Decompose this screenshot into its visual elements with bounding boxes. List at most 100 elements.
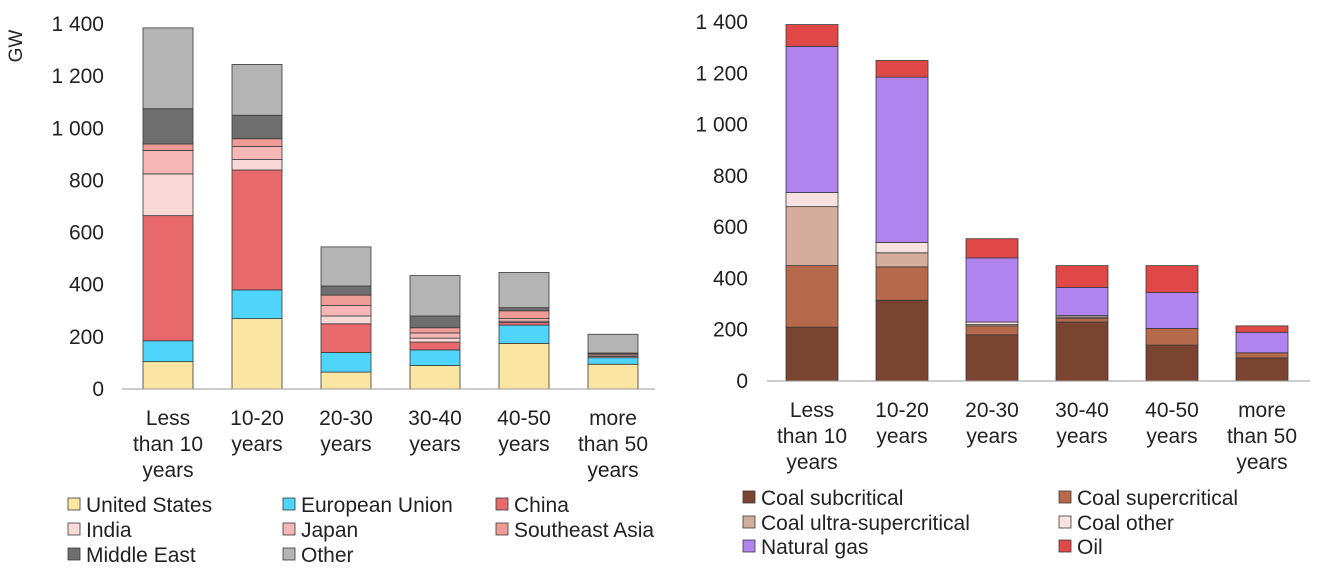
chart2-category-label: 40-50 bbox=[1145, 399, 1199, 422]
chart2-category-label: more bbox=[1238, 399, 1286, 422]
chart1-bar-segment bbox=[231, 64, 283, 116]
chart1-legend-swatch bbox=[67, 522, 81, 536]
chart2-category-label: years bbox=[1056, 425, 1107, 448]
chart2-bar-segment bbox=[875, 252, 929, 268]
chart2-bar-segment bbox=[1235, 331, 1289, 354]
chart1-bar-segment bbox=[142, 27, 194, 110]
chart1-legend-swatch bbox=[495, 497, 509, 511]
chart1-bar-segment bbox=[320, 323, 372, 353]
chart2-category-label: 20-30 bbox=[965, 399, 1019, 422]
chart1-bar-segment bbox=[231, 169, 283, 291]
chart2-bar-segment bbox=[1235, 325, 1289, 333]
chart1-category-label: 10-20 bbox=[230, 407, 284, 430]
chart2-bar-segment bbox=[965, 257, 1019, 323]
chart1-bar-segment bbox=[409, 315, 461, 329]
chart2-bar-segment bbox=[875, 242, 929, 254]
chart2-bar-segment bbox=[1145, 344, 1199, 382]
chart2-legend-swatch bbox=[742, 539, 756, 553]
chart2-y-tick-label: 0 bbox=[736, 370, 748, 393]
chart2-bar-segment bbox=[965, 238, 1019, 259]
chart1-legend-label: United States bbox=[86, 494, 212, 517]
chart1-bar-segment bbox=[142, 340, 194, 363]
chart1-y-tick-label: 1 000 bbox=[51, 117, 104, 140]
chart1-bar-segment bbox=[409, 349, 461, 366]
chart2-legend-label: Coal ultra-supercritical bbox=[761, 512, 970, 535]
chart2-bar-segment bbox=[1055, 265, 1109, 288]
chart1-category-label: years bbox=[409, 433, 460, 456]
chart2-bar-segment bbox=[1235, 352, 1289, 359]
chart2-legend-label: Oil bbox=[1077, 536, 1103, 559]
chart1-category-label: years bbox=[587, 459, 638, 482]
chart2-bar-segment bbox=[1235, 357, 1289, 382]
chart2-category-label: years bbox=[1146, 425, 1197, 448]
chart1-y-tick-label: 600 bbox=[69, 222, 104, 245]
chart1-bar-segment bbox=[320, 246, 372, 287]
chart2-bar-segment bbox=[965, 325, 1019, 336]
chart1-bar-segment bbox=[320, 285, 372, 296]
chart2-bar-segment bbox=[965, 334, 1019, 382]
chart2-y-tick-label: 800 bbox=[713, 165, 748, 188]
chart2-category-label: Less bbox=[790, 399, 834, 422]
chart1-bar-segment bbox=[320, 371, 372, 390]
chart2-legend-label: Coal subcritical bbox=[761, 487, 903, 510]
chart1-bar-segment bbox=[498, 272, 550, 309]
chart2-legend-swatch bbox=[1058, 515, 1072, 529]
chart1-legend-label: China bbox=[514, 494, 569, 517]
chart1-bar-segment bbox=[231, 114, 283, 140]
chart1-y-tick-label: 400 bbox=[69, 274, 104, 297]
chart2-bar-segment bbox=[1145, 265, 1199, 293]
chart2-bar-segment bbox=[1145, 292, 1199, 329]
chart1-bar-segment bbox=[142, 173, 194, 217]
chart2-category-label: 30-40 bbox=[1055, 399, 1109, 422]
chart1-bar-segment bbox=[231, 138, 283, 147]
chart2-category-label: years bbox=[966, 425, 1017, 448]
chart2-y-tick-label: 1 200 bbox=[695, 62, 748, 85]
chart1-y-tick-label: 800 bbox=[69, 169, 104, 192]
chart2-legend-swatch bbox=[742, 490, 756, 504]
chart2-bar-segment bbox=[785, 265, 839, 328]
chart2-legend-swatch bbox=[1058, 539, 1072, 553]
chart1-legend-swatch bbox=[495, 522, 509, 536]
chart1-bar-segment bbox=[320, 315, 372, 325]
chart2-legend-swatch bbox=[1058, 490, 1072, 504]
chart1-bar-segment bbox=[142, 108, 194, 145]
chart1-bar-segment bbox=[409, 341, 461, 351]
chart1-legend-label: European Union bbox=[301, 494, 453, 517]
chart2-category-label: years bbox=[876, 425, 927, 448]
chart2-category-label: 10-20 bbox=[875, 399, 929, 422]
chart2-legend-label: Coal supercritical bbox=[1077, 487, 1238, 510]
chart1-legend-label: Other bbox=[301, 544, 354, 567]
chart1-y-tick-label: 200 bbox=[69, 326, 104, 349]
chart2-legend-label: Natural gas bbox=[761, 536, 868, 559]
chart2-bar-segment bbox=[875, 299, 929, 382]
chart1-category-label: 20-30 bbox=[319, 407, 373, 430]
chart2-bar-segment bbox=[875, 266, 929, 301]
chart2-y-tick-label: 600 bbox=[713, 216, 748, 239]
chart1-y-tick-label: 1 200 bbox=[51, 65, 104, 88]
chart1-bar-segment bbox=[231, 318, 283, 390]
chart1-bar-segment bbox=[320, 305, 372, 317]
chart1-bar-segment bbox=[231, 146, 283, 160]
chart2-category-label: than 10 bbox=[777, 425, 847, 448]
chart1-legend-label: Southeast Asia bbox=[514, 519, 654, 542]
chart1-bar-segment bbox=[142, 361, 194, 390]
chart1-bar-segment bbox=[231, 289, 283, 320]
chart1-legend-label: Japan bbox=[301, 519, 358, 542]
chart1-category-label: than 10 bbox=[133, 433, 203, 456]
chart1-legend-label: Middle East bbox=[86, 544, 196, 567]
chart2-category-label: years bbox=[786, 451, 837, 474]
chart2-y-tick-label: 400 bbox=[713, 267, 748, 290]
chart1-bar-segment bbox=[409, 365, 461, 390]
chart2-bar-segment bbox=[785, 206, 839, 267]
chart1-legend-swatch bbox=[67, 547, 81, 561]
chart1-category-label: 40-50 bbox=[497, 407, 551, 430]
chart1-bar-segment bbox=[142, 143, 194, 151]
chart2-category-label: years bbox=[1236, 451, 1287, 474]
chart1-legend-label: India bbox=[86, 519, 132, 542]
chart1-bar-segment bbox=[409, 275, 461, 317]
chart1-bar-segment bbox=[320, 294, 372, 306]
chart1-bar-segment bbox=[587, 357, 639, 365]
chart1-bar-segment bbox=[587, 333, 639, 354]
chart2-bar-segment bbox=[1055, 321, 1109, 382]
